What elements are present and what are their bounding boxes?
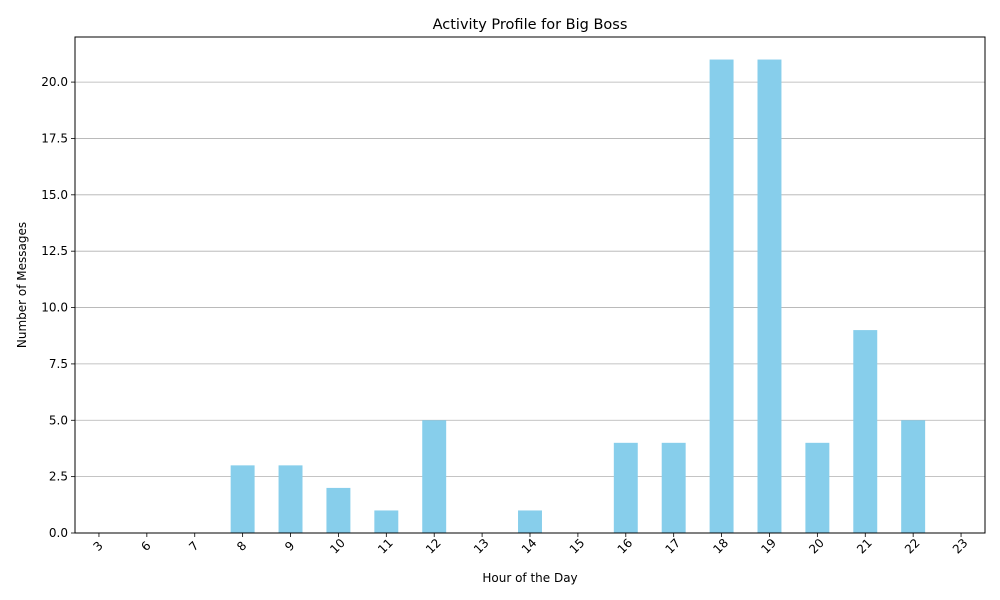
x-tick-label: 7 [186, 539, 201, 554]
bar-hour-8 [230, 465, 255, 533]
y-tick-label: 12.5 [41, 244, 68, 258]
bar-hour-21 [853, 330, 878, 533]
bar-hour-14 [518, 510, 542, 533]
x-tick-label: 18 [710, 536, 731, 557]
y-tick-label: 0.0 [49, 526, 68, 540]
y-tick-label: 10.0 [41, 301, 68, 315]
bar-hour-11 [374, 510, 399, 533]
plot-frame [74, 36, 986, 534]
y-tick-label: 15.0 [41, 188, 68, 202]
bar-hour-22 [901, 420, 926, 533]
y-tick-label: 17.5 [41, 131, 68, 145]
bar-hour-12 [422, 420, 447, 533]
x-tick-label: 13 [471, 536, 492, 557]
x-tick-label: 14 [519, 536, 540, 557]
x-tick-label: 6 [138, 539, 153, 554]
bar-hour-10 [326, 487, 351, 533]
ticks-layer: 0.0 2.5 5.0 7.5 10.0 12.5 15.0 17.5 20.0 3 6 7 8 9 10 1… [41, 75, 970, 556]
bar-hour-17 [661, 442, 686, 533]
bar-hour-18 [709, 59, 734, 533]
x-tick-label: 17 [663, 536, 684, 557]
y-tick-label: 5.0 [49, 413, 68, 427]
y-tick-label: 2.5 [49, 470, 68, 484]
bar-hour-9 [278, 465, 303, 533]
y-tick-label: 7.5 [49, 357, 68, 371]
x-tick-label: 23 [950, 536, 971, 557]
x-tick-label: 20 [806, 536, 827, 557]
x-tick-label: 22 [902, 536, 923, 557]
x-tick-label: 19 [758, 536, 779, 557]
x-tick-label: 9 [282, 539, 297, 554]
bar-hour-20 [805, 442, 830, 533]
x-tick-label: 16 [615, 536, 636, 557]
bar-hour-19 [757, 59, 782, 533]
y-tick-label: 20.0 [41, 75, 68, 89]
y-axis-label: Number of Messages [15, 222, 29, 348]
x-tick-label: 15 [567, 536, 588, 557]
bars-layer [230, 59, 926, 533]
x-tick-label: 10 [327, 536, 348, 557]
x-tick-label: 21 [854, 536, 875, 557]
x-axis-label: Hour of the Day [482, 571, 577, 585]
x-tick-label: 11 [375, 536, 396, 557]
bar-hour-16 [613, 442, 638, 533]
chart-title: Activity Profile for Big Boss [433, 17, 628, 33]
x-tick-label: 8 [234, 539, 249, 554]
x-tick-label: 3 [90, 539, 105, 554]
x-tick-label: 12 [423, 536, 444, 557]
grid-layer [75, 81, 985, 534]
